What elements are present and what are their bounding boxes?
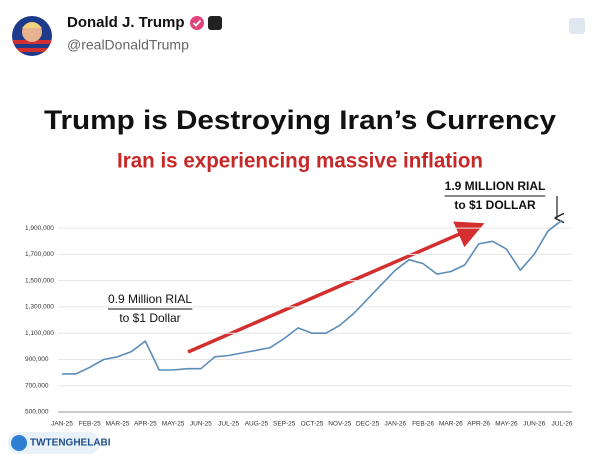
- annotation: to $1 Dollar: [119, 311, 180, 325]
- y-tick-label: 1,100,000: [25, 330, 54, 337]
- y-tick-label: 700,000: [25, 382, 49, 389]
- watermark-badge: [8, 432, 100, 454]
- x-tick-label: MAY-26: [495, 421, 518, 428]
- y-tick-label: 1,900,000: [25, 225, 54, 232]
- watermark: TWTENGHELABI: [30, 438, 111, 449]
- x-tick-label: AUG-25: [245, 421, 269, 428]
- x-tick-label: NOV-25: [328, 421, 352, 428]
- x-tick-label: JUN-25: [190, 421, 212, 428]
- trend-arrow: [187, 221, 485, 354]
- chart-title: Trump is Destroying Iran’s Currency: [44, 105, 556, 135]
- author-name[interactable]: Donald J. Trump: [67, 14, 185, 31]
- x-tick-label: APR-25: [134, 421, 157, 428]
- annotation: to $1 DOLLAR: [454, 198, 536, 212]
- x-tick-label: FEB-25: [79, 421, 101, 428]
- x-tick-label: JUN-26: [523, 421, 545, 428]
- author-handle[interactable]: @realDonaldTrump: [67, 37, 189, 53]
- x-tick-label: FEB-26: [412, 421, 434, 428]
- y-tick-label: 1,300,000: [25, 304, 54, 311]
- y-tick-label: 500,000: [25, 409, 49, 416]
- menu-icon[interactable]: [569, 18, 585, 34]
- watermark-icon: [11, 435, 27, 451]
- x-tick-label: APR-26: [467, 421, 490, 428]
- verified-badge: [190, 16, 204, 30]
- x-tick-label: JUL-26: [552, 421, 573, 428]
- affiliate-badge: [208, 16, 222, 30]
- x-tick-label: JUL-25: [218, 421, 239, 428]
- x-tick-label: JAN-26: [384, 421, 406, 428]
- x-tick-label: MAY-25: [162, 421, 185, 428]
- check: [192, 19, 202, 27]
- data-line: [62, 219, 563, 375]
- y-tick-label: 900,000: [25, 356, 49, 363]
- avatar[interactable]: [12, 16, 52, 56]
- annotation: 0.9 Million RIAL: [108, 292, 192, 306]
- x-tick-label: JAN-25: [51, 421, 73, 428]
- chart-subtitle: Iran is experiencing massive inflation: [117, 150, 483, 173]
- y-tick-label: 1,700,000: [25, 251, 54, 258]
- x-tick-label: MAR-26: [439, 421, 463, 428]
- x-tick-label: OCT-25: [301, 421, 324, 428]
- x-tick-label: SEP-25: [273, 421, 296, 428]
- x-tick-label: DEC-25: [356, 421, 380, 428]
- annotation: 1.9 MILLION RIAL: [445, 179, 546, 193]
- y-tick-label: 1,500,000: [25, 277, 54, 284]
- x-tick-label: MAR-25: [106, 421, 130, 428]
